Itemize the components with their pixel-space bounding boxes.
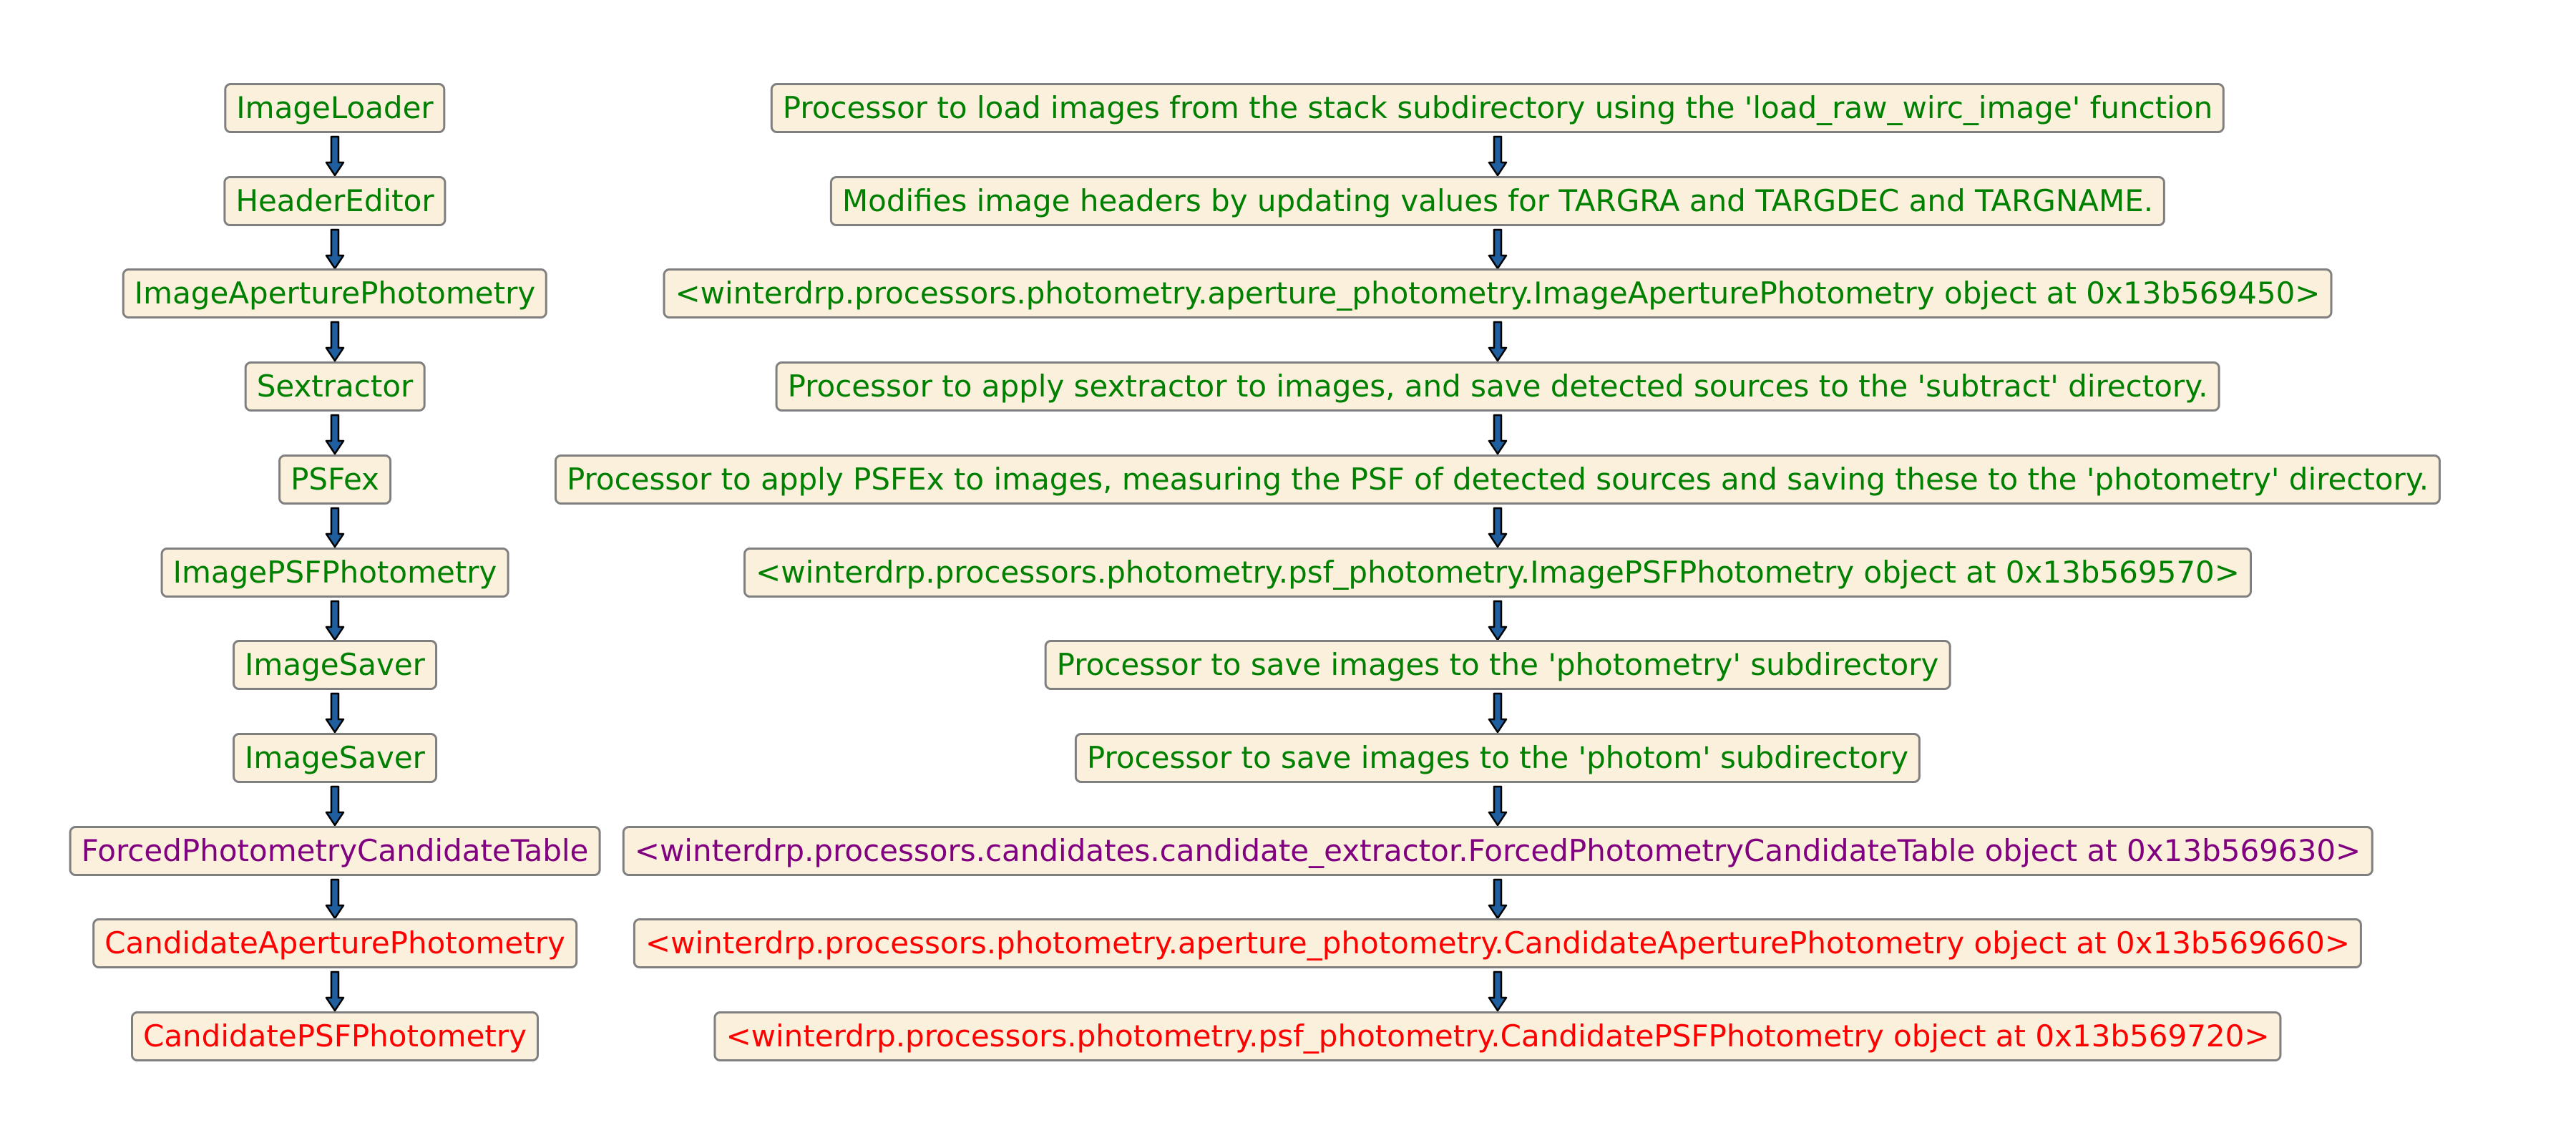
- step-name-node: ImageSaver: [233, 732, 437, 783]
- down-arrow-icon: [324, 507, 346, 548]
- down-arrow-icon: [324, 692, 346, 734]
- step-name-node: ImageLoader: [224, 83, 446, 133]
- step-name-node: CandidateAperturePhotometry: [92, 918, 577, 969]
- down-arrow-icon: [324, 414, 346, 455]
- step-description-node: Processor to apply sextractor to images,…: [775, 361, 2220, 412]
- step-description-node: <winterdrp.processors.photometry.apertur…: [633, 918, 2363, 969]
- down-arrow-icon: [1487, 507, 1508, 548]
- down-arrow-icon: [324, 135, 346, 177]
- down-arrow-icon: [1487, 785, 1508, 827]
- step-description-node: Modifies image headers by updating value…: [829, 175, 2166, 226]
- step-name-node: ImageAperturePhotometry: [122, 268, 548, 319]
- step-description-node: Processor to load images from the stack …: [770, 83, 2225, 133]
- step-description-node: <winterdrp.processors.photometry.psf_pho…: [713, 1011, 2282, 1061]
- step-name-node: Sextractor: [244, 361, 426, 412]
- step-description-node: Processor to apply PSFEx to images, meas…: [554, 454, 2441, 505]
- down-arrow-icon: [1487, 878, 1508, 920]
- step-name-node: ForcedPhotometryCandidateTable: [69, 825, 601, 876]
- step-name-node: CandidatePSFPhotometry: [130, 1011, 540, 1061]
- step-description-node: <winterdrp.processors.photometry.apertur…: [663, 268, 2333, 319]
- down-arrow-icon: [324, 600, 346, 641]
- down-arrow-icon: [324, 785, 346, 827]
- down-arrow-icon: [1487, 414, 1508, 455]
- step-description-node: Processor to save images to the 'photome…: [1044, 640, 1951, 691]
- down-arrow-icon: [1487, 321, 1508, 362]
- step-description-node: <winterdrp.processors.photometry.psf_pho…: [743, 547, 2252, 598]
- down-arrow-icon: [324, 971, 346, 1012]
- down-arrow-icon: [1487, 971, 1508, 1012]
- down-arrow-icon: [324, 321, 346, 362]
- down-arrow-icon: [1487, 228, 1508, 270]
- step-name-node: ImageSaver: [233, 640, 437, 691]
- down-arrow-icon: [1487, 692, 1508, 734]
- step-description-node: <winterdrp.processors.candidates.candida…: [622, 825, 2373, 876]
- down-arrow-icon: [324, 878, 346, 920]
- step-description-node: Processor to save images to the 'photom'…: [1074, 732, 1921, 783]
- step-name-node: HeaderEditor: [223, 175, 447, 226]
- down-arrow-icon: [1487, 135, 1508, 177]
- down-arrow-icon: [1487, 600, 1508, 641]
- step-name-node: PSFex: [278, 454, 391, 505]
- down-arrow-icon: [324, 228, 346, 270]
- step-name-node: ImagePSFPhotometry: [160, 547, 509, 598]
